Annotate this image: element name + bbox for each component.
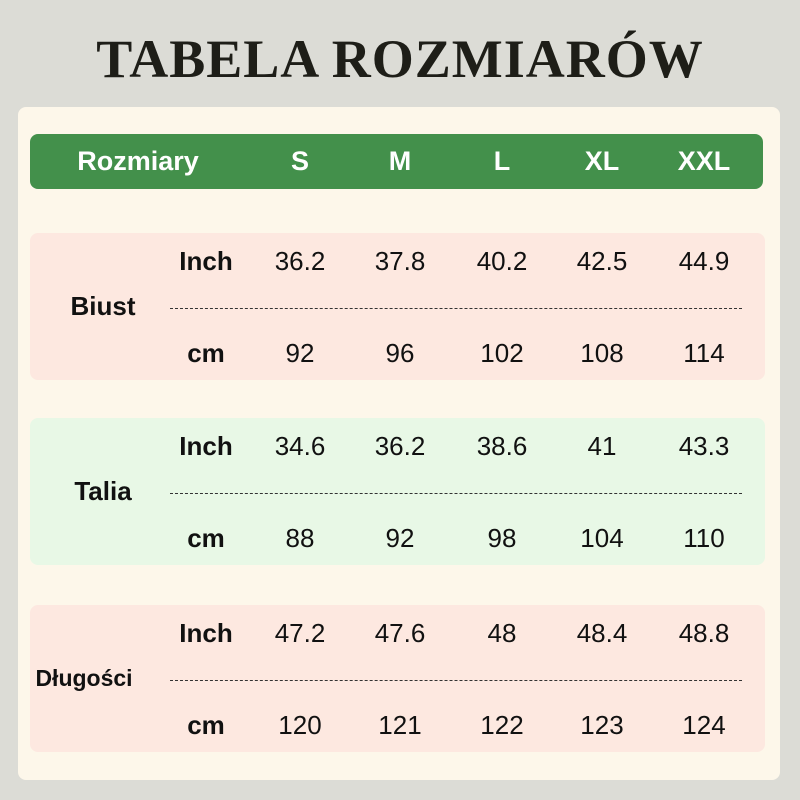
header-label: Rozmiary bbox=[77, 146, 199, 176]
value-cell: 37.8 bbox=[374, 246, 426, 276]
value-cell: 104 bbox=[580, 523, 624, 553]
value-cell: 102 bbox=[480, 338, 524, 368]
value-cell: 48.8 bbox=[678, 618, 730, 648]
header-size-m: M bbox=[388, 146, 412, 176]
table-header: Rozmiary S M L XL XXL bbox=[30, 134, 763, 189]
value-cell: 88 bbox=[285, 523, 315, 553]
value-cell: 48.4 bbox=[576, 618, 628, 648]
unit-label: cm bbox=[187, 338, 225, 368]
page-title: TABELA ROZMIARÓW bbox=[96, 29, 704, 89]
header-size-s: S bbox=[290, 146, 310, 176]
unit-label: cm bbox=[187, 710, 225, 740]
header-size-l: L bbox=[493, 146, 511, 176]
dashed-divider bbox=[170, 308, 742, 309]
value-cell: 47.6 bbox=[374, 618, 426, 648]
dashed-divider bbox=[170, 680, 742, 681]
value-cell: 121 bbox=[378, 710, 422, 740]
section-label: Talia bbox=[74, 476, 132, 506]
value-cell: 36.2 bbox=[274, 246, 326, 276]
value-cell: 96 bbox=[385, 338, 415, 368]
header-size-xl: XL bbox=[584, 146, 620, 176]
section-label: Długości bbox=[35, 665, 133, 691]
value-cell: 123 bbox=[580, 710, 624, 740]
dashed-divider bbox=[170, 493, 742, 494]
value-cell: 124 bbox=[682, 710, 726, 740]
unit-label: Inch bbox=[179, 618, 233, 648]
section-0: Biust Inch 36.2 37.8 40.2 42.5 44.9 cm 92 96 102 10… bbox=[30, 233, 765, 380]
unit-label: cm bbox=[187, 523, 225, 553]
value-cell: 34.6 bbox=[274, 431, 326, 461]
unit-label: Inch bbox=[179, 246, 233, 276]
value-cell: 36.2 bbox=[374, 431, 426, 461]
section-label: Biust bbox=[70, 291, 136, 321]
value-cell: 42.5 bbox=[576, 246, 628, 276]
value-cell: 110 bbox=[683, 523, 725, 553]
value-cell: 47.2 bbox=[274, 618, 326, 648]
value-cell: 98 bbox=[487, 523, 517, 553]
unit-label: Inch bbox=[179, 431, 233, 461]
section-2: Długości Inch 47.2 47.6 48 48.4 48.8 cm 120 121 12… bbox=[30, 605, 765, 752]
value-cell: 108 bbox=[580, 338, 624, 368]
value-cell: 92 bbox=[385, 523, 415, 553]
value-cell: 38.6 bbox=[476, 431, 528, 461]
value-cell: 43.3 bbox=[678, 431, 730, 461]
section-1: Talia Inch 34.6 36.2 38.6 41 43.3 cm 88 92 98 104 11… bbox=[30, 418, 765, 565]
header-size-xxl: XXL bbox=[677, 146, 731, 176]
value-cell: 44.9 bbox=[678, 246, 730, 276]
value-cell: 41 bbox=[587, 431, 617, 461]
value-cell: 120 bbox=[278, 710, 322, 740]
value-cell: 122 bbox=[480, 710, 524, 740]
value-cell: 92 bbox=[285, 338, 315, 368]
value-cell: 48 bbox=[487, 618, 517, 648]
value-cell: 40.2 bbox=[476, 246, 528, 276]
value-cell: 114 bbox=[683, 338, 725, 368]
